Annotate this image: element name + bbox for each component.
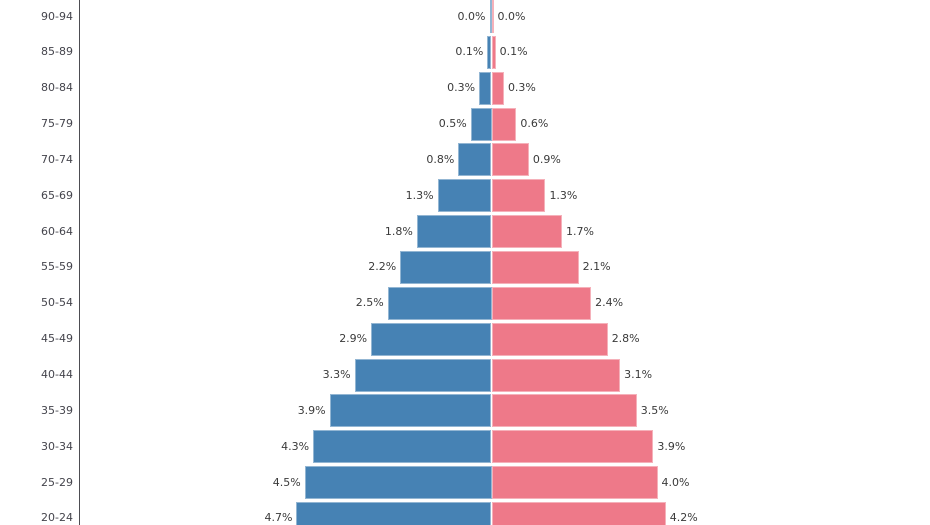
male-data-label: 2.2% <box>368 260 397 274</box>
female-data-label: 2.8% <box>611 332 640 346</box>
y-axis-tick-label: 65-69 <box>41 188 73 202</box>
female-data-label: 4.2% <box>669 511 698 525</box>
female-bar[interactable] <box>491 0 494 33</box>
male-bar[interactable] <box>354 358 492 392</box>
female-bar[interactable] <box>491 143 529 177</box>
male-data-label: 1.8% <box>384 224 413 238</box>
y-axis-tick-label: 50-54 <box>41 296 73 310</box>
male-data-label: 2.5% <box>355 296 384 310</box>
male-bar[interactable] <box>489 0 492 33</box>
female-data-label: 0.3% <box>507 81 536 95</box>
y-axis-tick-label: 45-49 <box>41 332 73 346</box>
female-data-label: 2.1% <box>582 260 611 274</box>
female-data-label: 0.6% <box>520 117 549 131</box>
male-data-label: 1.3% <box>405 188 434 202</box>
y-axis-tick-label: 80-84 <box>41 81 73 95</box>
female-bar[interactable] <box>491 71 504 105</box>
y-axis-tick-label: 40-44 <box>41 368 73 381</box>
female-bar[interactable] <box>491 286 592 320</box>
y-axis-tick-label: 70-74 <box>41 152 73 166</box>
y-axis-tick-label: 35-39 <box>41 403 73 417</box>
female-data-label: 0.1% <box>499 45 528 59</box>
male-bar[interactable] <box>304 466 492 500</box>
male-bar[interactable] <box>470 107 492 141</box>
male-bar[interactable] <box>400 250 492 284</box>
male-bar[interactable] <box>387 286 492 320</box>
y-axis-tick-label: 30-34 <box>41 439 73 453</box>
male-data-label: 0.3% <box>447 81 476 95</box>
y-axis-tick-label: 75-79 <box>41 117 73 131</box>
y-axis-line <box>79 0 81 525</box>
male-bar[interactable] <box>296 501 492 525</box>
female-data-label: 3.9% <box>657 439 686 453</box>
female-data-label: 1.3% <box>549 188 578 202</box>
y-axis-tick-label: 25-29 <box>41 475 73 489</box>
y-axis-tick-label: 60-64 <box>41 224 73 238</box>
female-bar[interactable] <box>491 322 608 356</box>
male-data-label: 0.5% <box>438 117 467 131</box>
y-axis-tick-label: 90-94 <box>41 9 73 23</box>
male-bar[interactable] <box>416 215 492 249</box>
male-data-label: 0.1% <box>455 45 484 59</box>
male-data-label: 3.9% <box>297 403 326 417</box>
y-axis-tick-label: 20-24 <box>41 511 73 525</box>
female-bar[interactable] <box>491 394 637 428</box>
female-data-label: 3.5% <box>640 403 669 417</box>
male-data-label: 0.0% <box>457 9 486 23</box>
female-bar[interactable] <box>491 250 579 284</box>
male-bar[interactable] <box>371 322 492 356</box>
male-data-label: 0.8% <box>426 152 455 166</box>
male-bar[interactable] <box>329 394 492 428</box>
female-bar[interactable] <box>491 179 546 213</box>
female-bar[interactable] <box>491 107 517 141</box>
y-axis-tick-label: 55-59 <box>41 260 73 274</box>
male-data-label: 3.3% <box>322 368 351 381</box>
male-bar[interactable] <box>479 71 492 105</box>
female-data-label: 2.4% <box>595 296 624 310</box>
female-data-label: 0.0% <box>497 9 526 23</box>
female-bar[interactable] <box>491 35 496 69</box>
female-bar[interactable] <box>491 430 654 464</box>
female-bar[interactable] <box>491 501 666 525</box>
female-bar[interactable] <box>491 466 658 500</box>
male-bar[interactable] <box>313 430 492 464</box>
female-data-label: 3.1% <box>624 368 653 381</box>
y-axis-tick-label: 85-89 <box>41 45 73 59</box>
female-data-label: 1.7% <box>566 224 594 238</box>
female-data-label: 0.9% <box>532 152 561 166</box>
male-data-label: 4.7% <box>264 511 293 525</box>
male-bar[interactable] <box>458 143 492 177</box>
male-bar[interactable] <box>487 35 492 69</box>
female-data-label: 4.0% <box>661 475 690 489</box>
female-bar[interactable] <box>491 358 621 392</box>
male-data-label: 2.9% <box>339 332 368 346</box>
female-bar[interactable] <box>491 215 563 249</box>
male-data-label: 4.5% <box>272 475 301 489</box>
male-data-label: 4.3% <box>281 439 310 453</box>
male-bar[interactable] <box>437 179 492 213</box>
